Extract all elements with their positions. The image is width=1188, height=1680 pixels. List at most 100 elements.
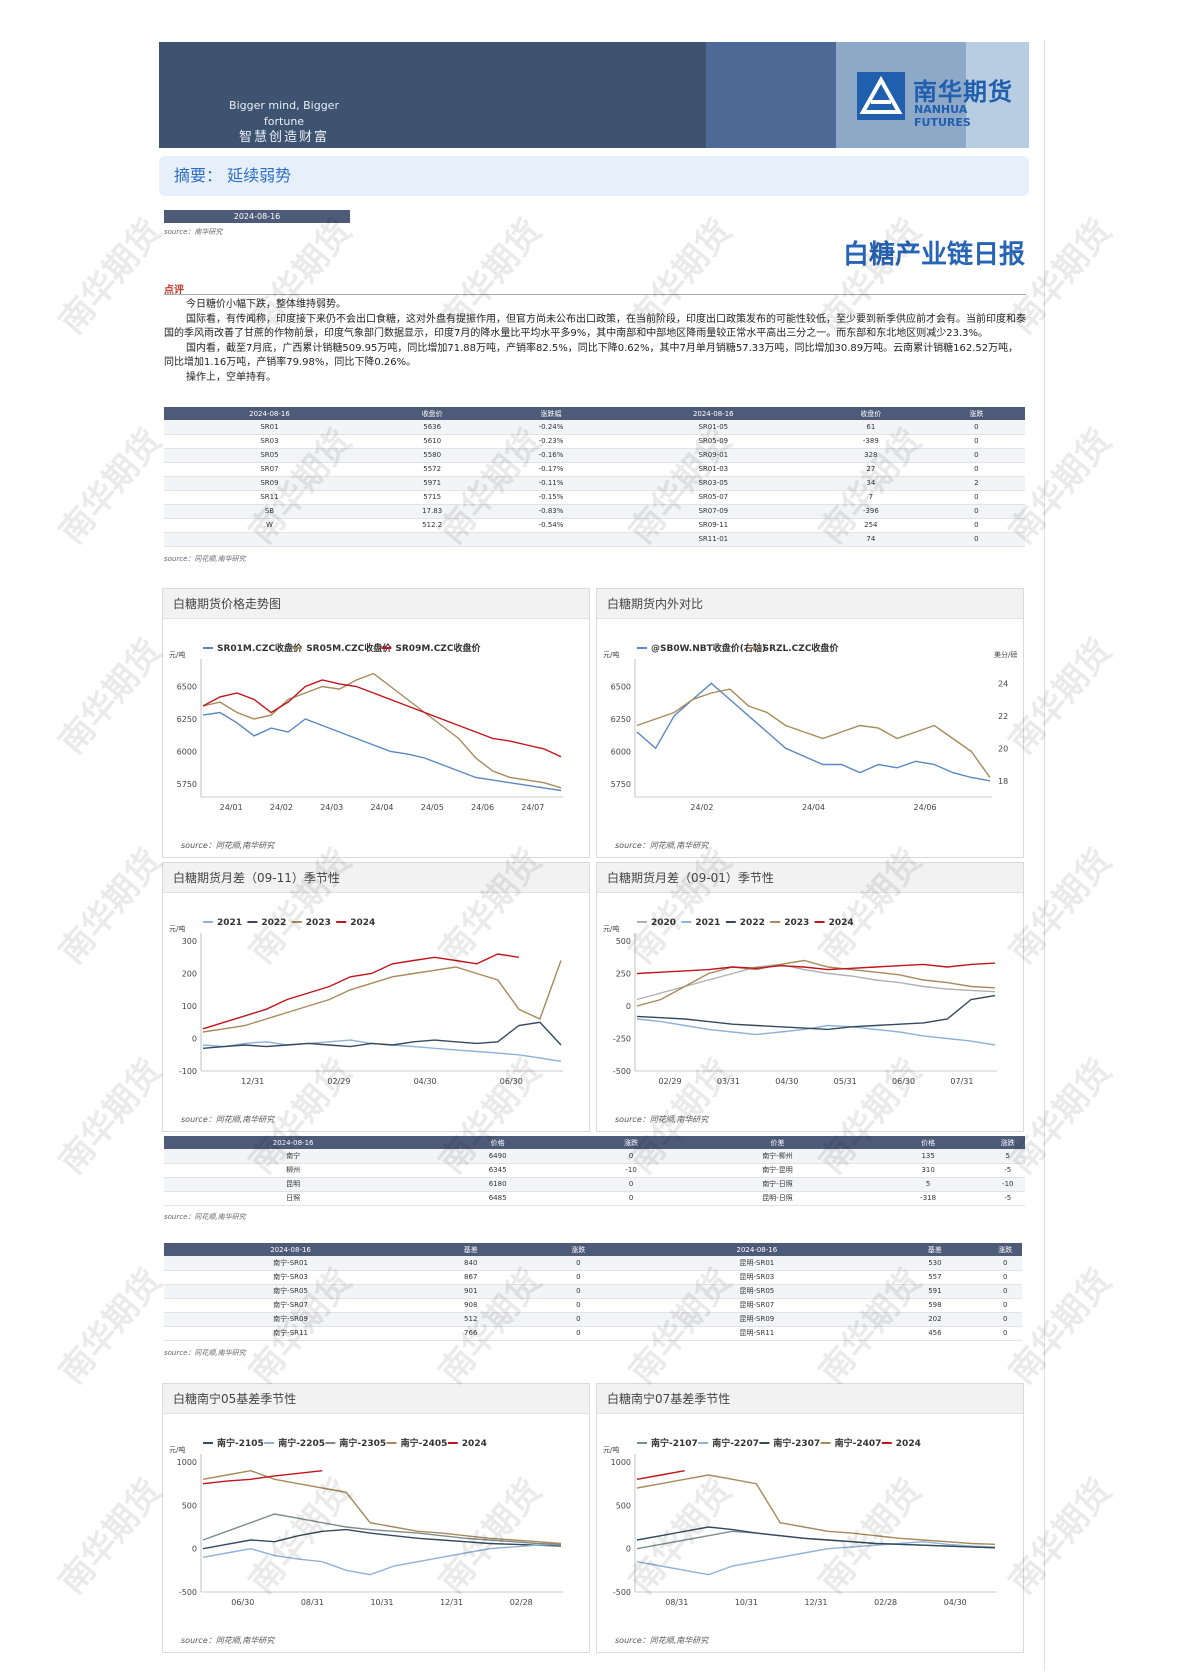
chart-source: source：同花顺,南华研究 — [615, 1636, 709, 1645]
table-cell: 5610 — [374, 434, 490, 449]
series-line — [636, 1474, 996, 1545]
legend-label: SR05M.CZC收盘价 — [306, 642, 392, 654]
y-tick-label: 200 — [182, 970, 197, 979]
x-tick-label: 03/31 — [717, 1077, 740, 1086]
table-cell: 6490 — [422, 1149, 573, 1164]
x-tick-label: 12/31 — [440, 1598, 463, 1607]
table-cell: 南宁-昆明 — [689, 1163, 866, 1178]
y2-tick-label: 22 — [998, 712, 1008, 721]
table-cell: SR01-03 — [612, 462, 815, 477]
table-cell: -0.17% — [489, 462, 613, 477]
table-cell: -0.23% — [489, 434, 613, 449]
table-cell: W — [164, 518, 375, 533]
table-cell: -389 — [814, 434, 928, 449]
chart-title: 白糖期货月差（09-11）季节性 — [163, 863, 589, 893]
table-cell: 5636 — [374, 420, 490, 435]
table-cell: 南宁-柳州 — [689, 1149, 866, 1164]
table-cell: -0.54% — [489, 518, 613, 533]
table-cell: 日照 — [164, 1191, 423, 1206]
series-line — [202, 1513, 562, 1545]
table-row: SB 17.83 -0.83% SR07-09 -396 0 — [164, 504, 1025, 519]
logo-text-cn: 南华期货 — [913, 78, 1013, 106]
source-note: source：同花顺,南华研究 — [164, 1349, 246, 1357]
y-tick-label: -250 — [613, 1035, 631, 1044]
table-row: SR01 5636 -0.24% SR01-05 61 0 — [164, 420, 1025, 435]
x-tick-label: 24/04 — [802, 803, 825, 812]
table-cell: SR03-05 — [612, 476, 815, 491]
table-cell: 598 — [881, 1298, 989, 1313]
table-cell: 昆明-SR09 — [632, 1312, 882, 1327]
table-cell: 34 — [814, 476, 928, 491]
chart-panel-domestic-foreign: 白糖期货内外对比 @SB0W.NBT收盘价(右轴) SRZL.CZC收盘价 元/吨 美… — [596, 588, 1024, 858]
table-cell: 557 — [881, 1270, 989, 1285]
table-cell: 0 — [988, 1270, 1022, 1285]
table-cell: 61 — [814, 420, 928, 435]
table-row: W 512.2 -0.54% SR09-11 254 0 — [164, 518, 1025, 533]
y-tick-label: 5750 — [611, 780, 631, 789]
table-cell: 5715 — [374, 490, 490, 505]
table-cell: 昆明-日照 — [689, 1191, 866, 1206]
x-tick-label: 06/30 — [231, 1598, 254, 1607]
legend-label: 南宁-2205 — [278, 1437, 325, 1449]
table-cell: 南宁 — [164, 1149, 423, 1164]
series-line — [636, 1526, 996, 1549]
table-cell: 27 — [814, 462, 928, 477]
table-cell: SB — [164, 504, 375, 519]
series-line — [202, 711, 562, 792]
y-tick-label: 5750 — [177, 780, 197, 789]
table-cell: SR05-09 — [612, 434, 815, 449]
table-cell: 135 — [865, 1149, 991, 1164]
table-header-cell: 涨跌 — [572, 1136, 690, 1149]
table-header-cell: 收盘价 — [814, 407, 928, 420]
table-cell: 5 — [865, 1177, 991, 1192]
comment-paragraph: 操作上，空单持有。 — [186, 371, 276, 383]
table-cell: SR09 — [164, 476, 375, 491]
table-header-cell: 价格 — [865, 1136, 991, 1149]
legend-label: 南宁-2305 — [339, 1437, 386, 1449]
table-cell: SR11 — [164, 490, 375, 505]
y-tick-label: 0 — [192, 1035, 197, 1044]
y-tick-label: 500 — [616, 1501, 631, 1510]
table-cell: 310 — [865, 1163, 991, 1178]
y-tick-label: 6500 — [611, 683, 631, 692]
table-header-cell: 收盘价 — [374, 407, 490, 420]
series-line — [636, 962, 996, 975]
table-cell: SR09-01 — [612, 448, 815, 463]
table-row: SR09 5971 -0.11% SR03-05 34 2 — [164, 476, 1025, 491]
table-cell: 6345 — [422, 1163, 573, 1178]
table-cell: 0 — [572, 1191, 690, 1206]
chart-c6: 南宁-2107 南宁-2207 南宁-2307 南宁-2407 2024 元/吨 -500 0… — [603, 1437, 997, 1607]
y-tick-label: -500 — [613, 1588, 631, 1597]
table-header-cell: 价差 — [689, 1136, 866, 1149]
table-cell — [374, 532, 490, 547]
table-cell: -0.83% — [489, 504, 613, 519]
table-row: 日照 6485 0 昆明-日照 -318 -5 — [164, 1191, 1025, 1206]
x-tick-label: 08/31 — [301, 1598, 324, 1607]
table-cell: 0 — [927, 434, 1025, 449]
table-row: SR03 5610 -0.23% SR05-09 -389 0 — [164, 434, 1025, 449]
table-cell: -0.11% — [489, 476, 613, 491]
legend-label: 2022 — [740, 918, 765, 928]
table-cell: 南宁-SR01 — [164, 1256, 418, 1271]
table-header-cell: 涨跌 — [988, 1243, 1022, 1256]
table-header-cell: 2024-08-16 — [164, 1136, 423, 1149]
table-cell: -396 — [814, 504, 928, 519]
series-line — [636, 1470, 685, 1480]
table-cell: SR05 — [164, 448, 375, 463]
table-cell: 0 — [524, 1270, 633, 1285]
series-line — [202, 1528, 562, 1550]
x-tick-label: 02/28 — [510, 1598, 533, 1607]
table-cell: 南宁-SR05 — [164, 1284, 418, 1299]
table-header-cell: 2024-08-16 — [164, 1243, 418, 1256]
table-row: 南宁-SR09 512 0 昆明-SR09 202 0 — [164, 1312, 1022, 1327]
legend-label: 2024 — [462, 1439, 487, 1449]
table-cell: -10 — [990, 1177, 1025, 1192]
x-tick-label: 12/31 — [241, 1077, 264, 1086]
table-cell: -0.24% — [489, 420, 613, 435]
logo-text-en: NANHUA FUTURES — [914, 103, 971, 129]
nanhua-logo: 南华期货 NANHUA FUTURES — [857, 72, 1027, 129]
y-tick-label: 500 — [616, 937, 631, 946]
table-cell: 512.2 — [374, 518, 490, 533]
table-cell: 0 — [524, 1312, 633, 1327]
